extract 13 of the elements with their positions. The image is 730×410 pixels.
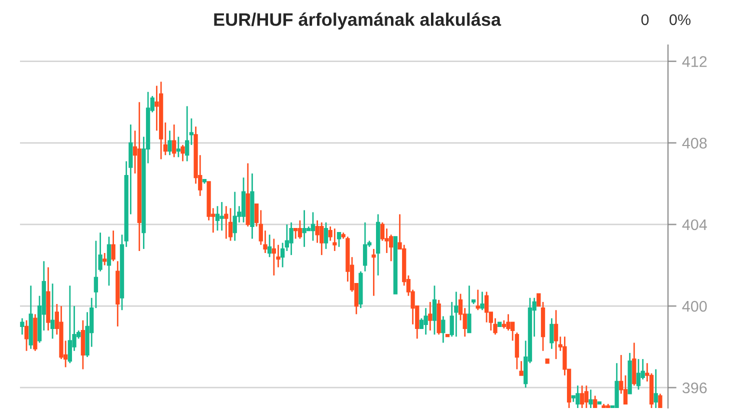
candlestick (536, 293, 541, 307)
y-tick-label: 404 (682, 219, 707, 230)
y-tick-label: 396 (682, 382, 707, 394)
candlestick (393, 236, 398, 294)
candlestick (545, 358, 550, 364)
chart-title: EUR/HUF árfolyamának alakulása (214, 12, 502, 30)
text: 0 (641, 14, 649, 26)
candlestick (597, 401, 602, 404)
y-tick-label: 408 (682, 138, 707, 149)
text: 0% (670, 14, 690, 26)
candlestick (498, 322, 502, 327)
y-tick-label: 400 (682, 300, 707, 312)
y-tick-label: 412 (682, 56, 707, 67)
